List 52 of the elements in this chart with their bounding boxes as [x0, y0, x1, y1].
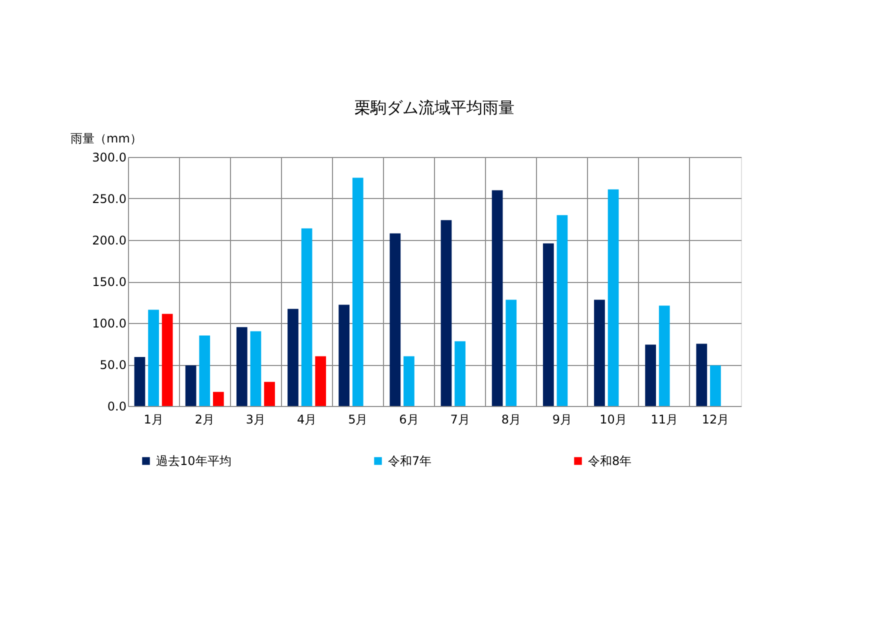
bar	[212, 392, 224, 406]
chart-title: 栗駒ダム流域平均雨量	[354, 98, 514, 117]
y-axis-title: 雨量（mm）	[70, 132, 142, 146]
bar	[645, 344, 656, 406]
bar	[315, 356, 326, 406]
legend-label: 令和8年	[588, 454, 632, 468]
bar	[492, 190, 503, 406]
bar	[148, 310, 159, 406]
y-tick-label: 50.0	[100, 358, 126, 372]
y-tick-label: 200.0	[92, 234, 126, 248]
bar	[338, 304, 350, 406]
y-tick-label: 300.0	[92, 150, 126, 164]
x-tick-label: 4月	[296, 412, 317, 426]
bar	[710, 365, 721, 406]
bar	[594, 300, 605, 406]
x-tick-label: 3月	[246, 412, 266, 426]
x-tick-label: 5月	[348, 412, 368, 426]
bar	[658, 306, 670, 406]
bar	[199, 335, 210, 406]
bar	[542, 243, 554, 406]
y-tick-label: 150.0	[92, 275, 126, 289]
x-tick-label: 8月	[501, 412, 521, 426]
bar	[185, 365, 196, 406]
bar	[556, 215, 568, 406]
x-tick-label: 11月	[650, 412, 678, 426]
y-tick-label: 0.0	[107, 400, 126, 414]
x-tick-label: 10月	[600, 412, 627, 426]
bar	[288, 308, 298, 406]
x-tick-label: 9月	[552, 412, 572, 426]
bar	[506, 300, 517, 406]
bar	[264, 382, 275, 406]
y-tick-label: 100.0	[92, 316, 126, 330]
bar	[404, 356, 414, 406]
bar	[162, 314, 173, 406]
y-tick-label: 250.0	[92, 192, 126, 206]
bar	[440, 220, 452, 406]
bar	[352, 178, 364, 406]
bar	[390, 233, 401, 406]
x-tick-label: 12月	[702, 412, 730, 426]
bar	[454, 341, 466, 406]
bar	[250, 331, 262, 406]
bar	[301, 228, 312, 406]
bar	[236, 327, 248, 406]
bar	[608, 189, 619, 406]
x-tick-label: 2月	[194, 412, 214, 426]
x-tick-label: 1月	[144, 412, 164, 426]
x-tick-label: 6月	[399, 412, 419, 426]
bar	[696, 344, 708, 406]
bar	[134, 357, 146, 406]
legend-label: 令和7年	[388, 454, 432, 468]
x-tick-label: 7月	[450, 412, 470, 426]
legend-label: 過去10年平均	[156, 454, 232, 468]
